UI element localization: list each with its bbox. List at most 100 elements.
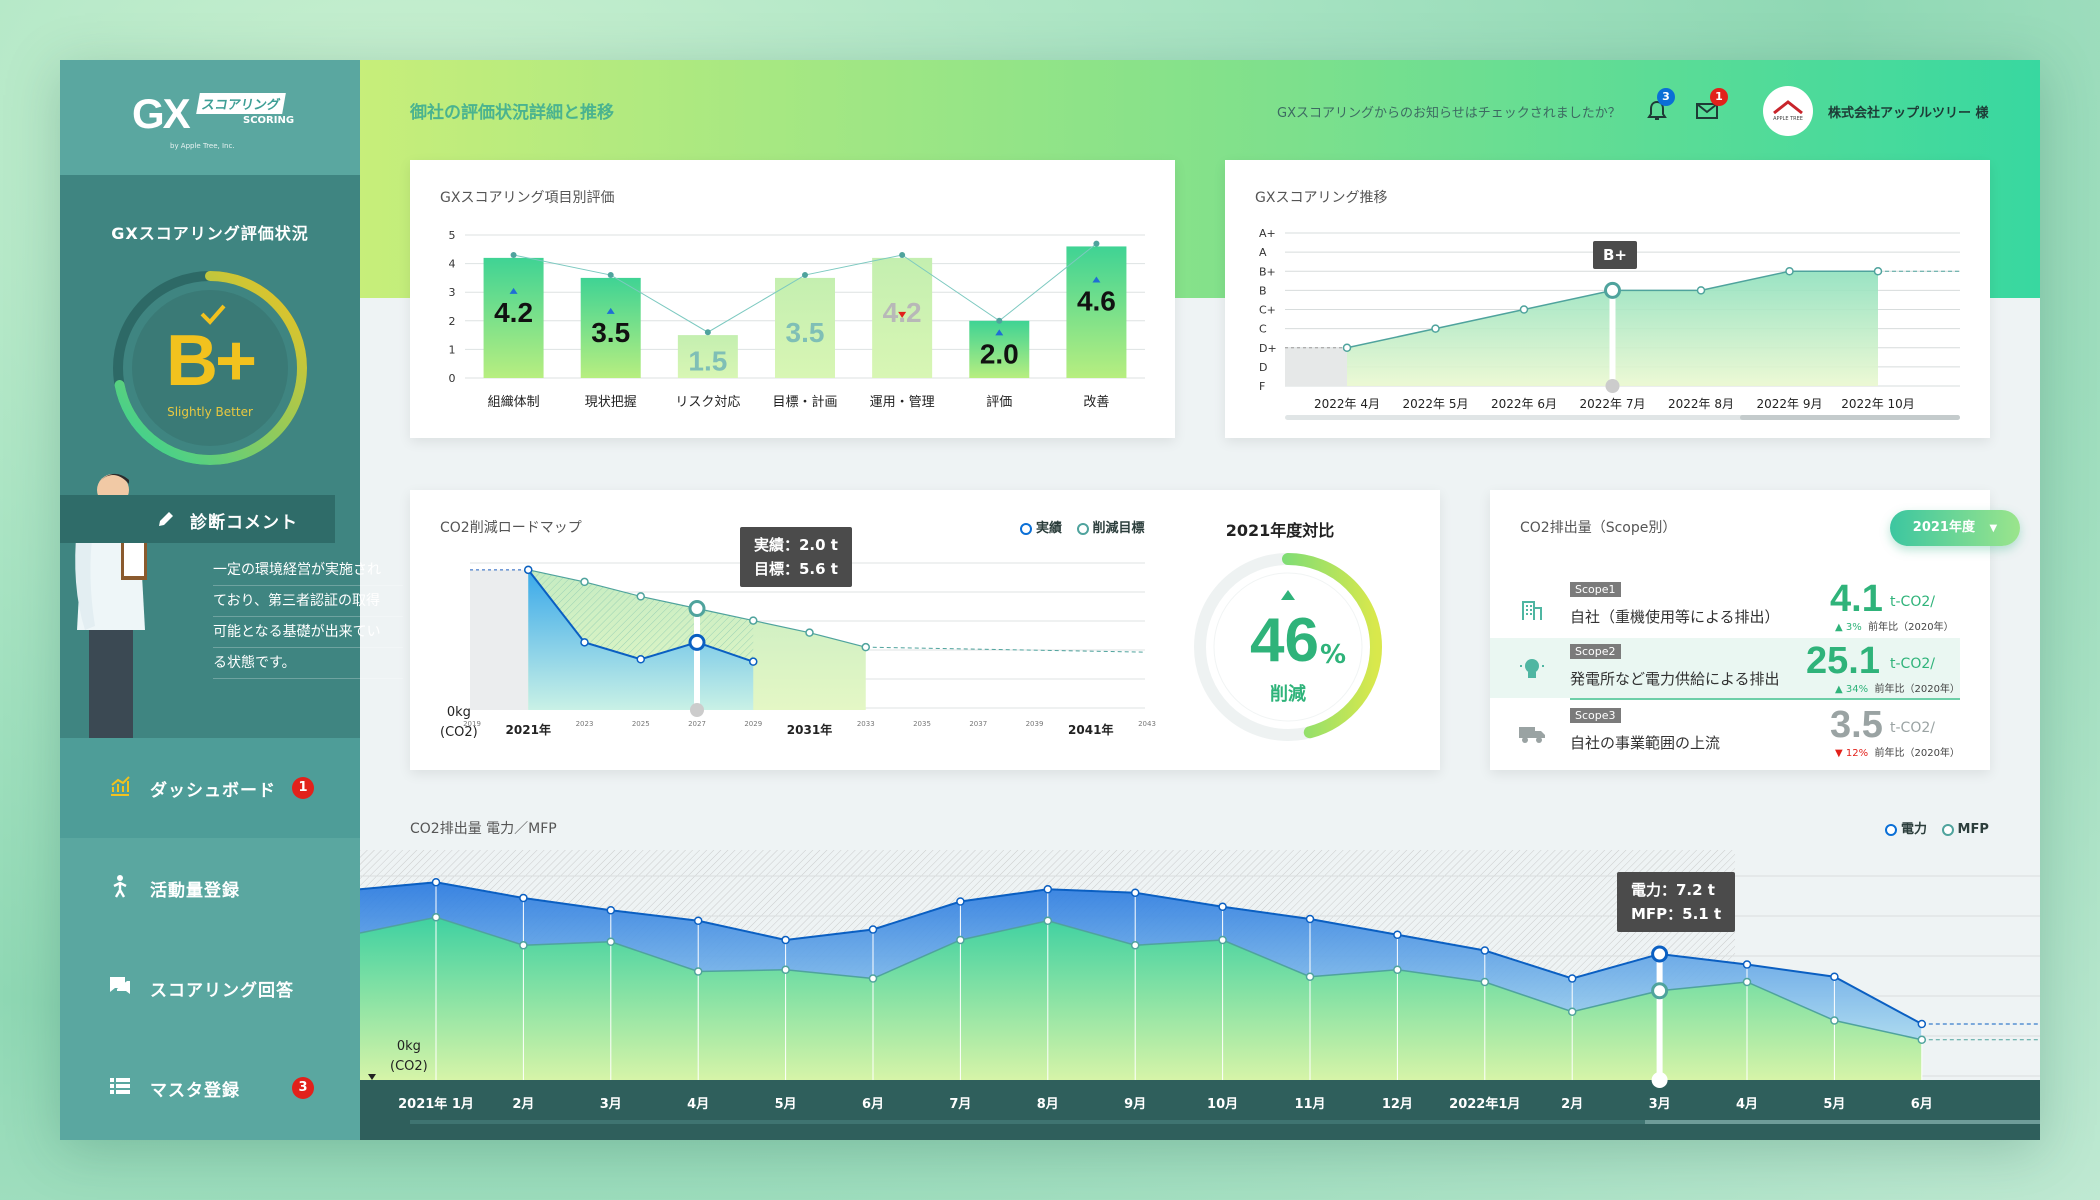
reduction-title: 2021年度対比: [1225, 521, 1335, 540]
electric-point: [431, 878, 441, 887]
x-tick-label: 2021年: [506, 722, 551, 737]
item-evaluation-card: GXスコアリング項目別評価 0 1 2 3 4 5 4.2 組織体制 3.5 現状把握 1.5 リスク…: [410, 160, 1175, 438]
mfp-point: [1742, 977, 1752, 987]
electric-point: [1830, 972, 1839, 981]
nav-activity[interactable]: 活動量登録: [60, 838, 360, 938]
x-tick-label: 運用・管理: [870, 395, 935, 410]
y-tick-label: F: [1259, 380, 1265, 393]
electric-point: [1917, 1019, 1927, 1029]
electric-point: [956, 897, 965, 906]
tooltip-line: 電力：7.2 t: [1631, 881, 1715, 899]
y-tick-label: A+: [1259, 227, 1276, 240]
card-title: GXスコアリング推移: [1255, 190, 1388, 206]
up-arrow-icon: [1281, 590, 1295, 600]
y-tick-label: C+: [1259, 304, 1276, 317]
trend-point: [1873, 267, 1883, 276]
scope-value: 4.1: [1830, 578, 1883, 620]
scope-unit: t-CO2/: [1890, 720, 1935, 736]
reduction-label: 削減: [1270, 684, 1306, 705]
actual-point: [749, 657, 758, 666]
card-title: GXスコアリング項目別評価: [440, 190, 615, 206]
trend-point: [1519, 305, 1529, 314]
emission-tooltip: 電力：7.2 t MFP：5.1 t: [1617, 872, 1736, 932]
nav-activity-label: 活動量登録: [150, 881, 240, 901]
roadmap-tooltip: 実績：2.0 t 目標：5.6 t: [740, 527, 852, 587]
actual-point: [688, 633, 706, 651]
logo-kana: スコアリング: [196, 93, 286, 114]
company-name[interactable]: 株式会社アップルツリー 様: [1828, 106, 1989, 121]
x-tick-label: 2041年: [1068, 722, 1113, 737]
x-tick-label: 2022年 6月: [1491, 397, 1557, 411]
x-tick-label: 2035: [913, 720, 931, 728]
bar-value-label: 3.5: [786, 317, 825, 348]
chart-icon: [111, 776, 130, 796]
scope-unit: t-CO2/: [1890, 656, 1935, 672]
grade-trend-card: GXスコアリング推移 F D D+ C C+ B B+ A A+ 2022年 4月 2022年 5月…: [1225, 160, 1990, 438]
grade-gauge: [113, 271, 307, 465]
target-projection: [865, 646, 1146, 653]
x-tick-label: 2022年 7月: [1580, 397, 1646, 411]
electric-point: [1130, 888, 1140, 897]
nav-scoring-answer[interactable]: スコアリング回答: [60, 938, 360, 1038]
trend-scrollbar-thumb[interactable]: [1740, 415, 1960, 420]
scope-row[interactable]: Scope2 発電所など電力供給による排出 25.1 t-CO2/ ▲ 34% …: [1490, 638, 1960, 698]
notice-text[interactable]: GXスコアリングからのお知らせはチェックされましたか？: [1277, 106, 1621, 121]
bar-chart: 0123454.2組織体制3.5現状把握1.5リスク対応3.5目標・計画4.2運…: [449, 229, 1145, 410]
mail-icon[interactable]: [1696, 103, 1718, 119]
electric-point: [1305, 914, 1315, 924]
scope-row[interactable]: Scope1 自社（重機使用等による排出） 4.1 t-CO2/ ▲ 3% 前年…: [1490, 576, 1960, 638]
comment-line: る状態です。: [213, 648, 403, 679]
avatar-text: APPLE TREE: [1773, 116, 1803, 122]
y-tick-label: C: [1259, 323, 1267, 336]
legend-mfp-marker: [1941, 823, 1954, 836]
trend-point: [1604, 281, 1621, 299]
emission-y-unit: 0kg (CO2): [390, 1037, 428, 1077]
mfp-point: [1651, 982, 1669, 1000]
legend-target-marker: [1076, 522, 1089, 535]
nav-master[interactable]: マスタ登録 3: [60, 1038, 360, 1140]
x-tick-label: 6月: [862, 1097, 884, 1112]
target-point: [1093, 240, 1100, 247]
bar: [872, 257, 933, 378]
comment-title: 診断コメント: [190, 513, 298, 533]
nav-master-badge: 3: [292, 1077, 314, 1099]
scope-tag: Scope1: [1570, 582, 1621, 597]
nav-dashboard-badge: 1: [292, 777, 314, 799]
x-tick-label: 2019: [463, 720, 481, 728]
year-select[interactable]: 2021年度 ▼: [1890, 510, 2020, 546]
x-tick-label: 2022年1月: [1449, 1096, 1520, 1112]
card-title: CO2削減ロードマップ: [440, 520, 582, 536]
trend-scrollbar-track[interactable]: [1285, 415, 1960, 420]
comment-header: 診断コメント: [60, 495, 335, 543]
avatar[interactable]: APPLE TREE: [1763, 86, 1813, 136]
electric-point: [519, 893, 528, 903]
scope-row[interactable]: Scope3 自社の事業範囲の上流 3.5 t-CO2/ ▼ 12% 前年比（2…: [1490, 702, 1960, 764]
legend-actual-label: 実績: [1036, 521, 1063, 536]
comment-line: 一定の環境経営が実施され: [213, 555, 403, 586]
target-point: [899, 252, 906, 259]
scope-change: ▲ 3% 前年比（2020年）: [1835, 622, 1954, 633]
building-icon: [1522, 601, 1542, 620]
x-tick-label: 2月: [1561, 1097, 1583, 1112]
logo[interactable]: GX スコアリング SCORING by Apple Tree, Inc.: [60, 60, 360, 175]
legend-target-label: 削減目標: [1092, 521, 1145, 536]
cursor-handle: [690, 703, 704, 717]
x-tick-label: 2025: [632, 720, 650, 728]
x-tick-label: 7月: [949, 1097, 971, 1112]
y-tick-label: 3: [449, 286, 456, 299]
scope-change: ▼ 12% 前年比（2020年）: [1835, 748, 1960, 759]
x-tick-label: 2033: [857, 720, 875, 728]
y-tick-label: B: [1259, 284, 1267, 297]
scope-desc: 自社の事業範囲の上流: [1570, 734, 1721, 752]
x-tick-label: 4月: [1736, 1097, 1758, 1112]
pencil-icon: [159, 512, 173, 526]
down-arrow-icon: [368, 1074, 376, 1080]
y-tick-label: 0: [449, 372, 456, 385]
y-tick-label: 1: [449, 343, 456, 356]
nav-dashboard[interactable]: ダッシュボード 1: [60, 738, 360, 838]
up-arrow-icon: [509, 287, 518, 294]
mfp-point: [1917, 1035, 1927, 1044]
scope-unit: t-CO2/: [1890, 594, 1935, 610]
truck-icon: [1519, 727, 1545, 743]
divider: [1570, 698, 1960, 700]
